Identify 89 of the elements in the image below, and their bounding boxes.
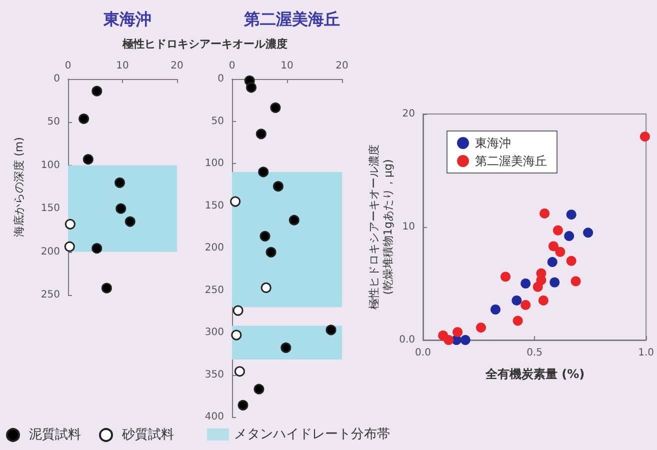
legend-label: 砂質試料 (121, 428, 174, 442)
point (64, 241, 75, 252)
point (500, 272, 511, 282)
y-tick-label: 20 (402, 108, 415, 120)
point (114, 177, 126, 188)
point (246, 82, 256, 93)
point (266, 246, 276, 258)
point (260, 282, 272, 293)
point (270, 102, 281, 113)
legend-label: 東海沖 (475, 136, 511, 150)
x-axis-title: 全有機炭素量 (%) (484, 367, 585, 381)
legend-label: メタンハイドレート分布帯 (234, 427, 390, 442)
point (231, 330, 242, 340)
point (444, 335, 454, 345)
legend-label: 泥質試料 (29, 428, 81, 442)
point (550, 277, 560, 288)
point (272, 181, 284, 192)
point (570, 276, 581, 286)
point (92, 86, 102, 96)
point (260, 230, 270, 242)
point (258, 166, 269, 178)
point (532, 282, 543, 292)
point (555, 246, 566, 257)
point (512, 295, 522, 306)
y-tick-label: 10 (402, 222, 415, 232)
x-tick-label: 20 (170, 60, 184, 72)
point (640, 132, 650, 142)
y-tick-label: 400 (204, 412, 224, 422)
x-tick-label: 0 (64, 60, 72, 72)
point (92, 243, 102, 254)
x-tick-label: 1.0 (638, 348, 654, 358)
y-tick-label: 0.0 (399, 334, 415, 346)
chart-title: 第二渥美海丘 (243, 10, 340, 28)
point (452, 327, 463, 338)
x-tick-label: 0.0 (415, 348, 431, 358)
point (538, 295, 548, 306)
point (254, 384, 264, 394)
y-tick-label: 250 (40, 290, 60, 300)
point (583, 228, 594, 238)
point (234, 366, 245, 377)
point (232, 305, 244, 316)
point (547, 257, 558, 268)
y-tick-label: 100 (204, 158, 224, 169)
y-tick-label: 150 (204, 200, 224, 212)
point (552, 225, 563, 236)
point (230, 196, 241, 207)
point (116, 203, 126, 214)
y-tick-label: 100 (40, 160, 60, 171)
y-tick-label: 350 (204, 369, 224, 380)
x-tick-label: 0.5 (526, 348, 542, 358)
point (548, 241, 558, 252)
point (566, 210, 576, 220)
point (101, 282, 112, 294)
point (512, 316, 523, 326)
y-tick-label: 0 (54, 74, 60, 84)
y-tick-label: 0 (218, 74, 224, 84)
x-axis-title: 極性ヒドロキシアーキオール濃度 (122, 38, 288, 50)
x-tick-label: 10 (116, 60, 129, 72)
point (64, 218, 76, 230)
point (280, 342, 292, 353)
point (476, 322, 486, 333)
point (520, 278, 531, 288)
y-axis-title: 極性ヒドロキシアーキオール濃度 (乾燥堆積物1gあたり，μg) (368, 144, 395, 310)
point (520, 300, 531, 310)
y-tick-label: 250 (204, 284, 224, 296)
y-tick-label: 200 (204, 242, 224, 254)
point (82, 154, 94, 165)
point (540, 208, 550, 218)
y-tick-label: 200 (40, 246, 60, 258)
point (288, 214, 300, 226)
point (238, 400, 248, 410)
point (124, 216, 136, 227)
point (326, 324, 336, 336)
y-tick-label: 300 (204, 327, 224, 338)
y-tick-label: 50 (47, 116, 60, 128)
point (564, 231, 574, 242)
y-tick-label: 150 (40, 203, 60, 214)
point (490, 304, 500, 314)
legend-label: 第二渥美海丘 (475, 154, 547, 168)
y-tick-label: 50 (211, 116, 224, 127)
chart-title: 東海沖 (102, 10, 152, 28)
y-axis-title: 海底からの深度 (m) (12, 137, 26, 237)
point (256, 128, 266, 140)
point (566, 256, 576, 266)
point (78, 113, 90, 124)
point (460, 335, 470, 345)
x-tick-label: 20 (336, 60, 348, 72)
x-tick-label: 10 (280, 60, 294, 72)
x-tick-label: 0 (228, 60, 236, 72)
